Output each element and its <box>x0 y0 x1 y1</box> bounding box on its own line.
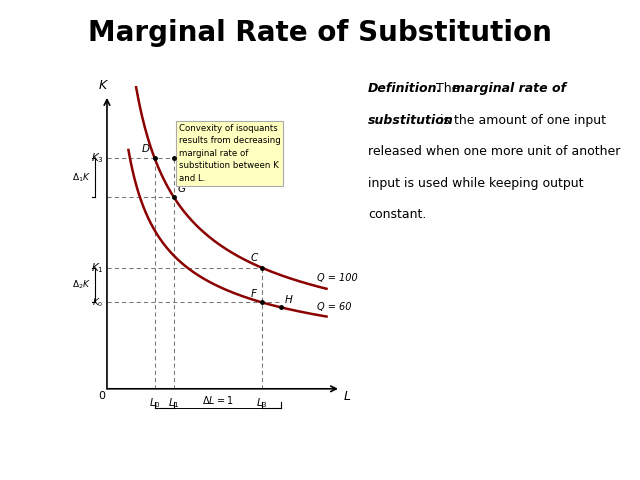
Text: $F$: $F$ <box>250 287 259 299</box>
Text: $C$: $C$ <box>250 251 259 263</box>
Text: Q = 60: Q = 60 <box>317 302 351 312</box>
Text: The: The <box>428 82 463 95</box>
Text: $K_3$: $K_3$ <box>90 152 104 165</box>
Text: substitution: substitution <box>368 114 454 127</box>
Text: $L_0$: $L_0$ <box>148 396 161 410</box>
Text: $L_3$: $L_3$ <box>256 396 268 410</box>
Text: Q = 100: Q = 100 <box>317 274 358 283</box>
Text: marginal rate of: marginal rate of <box>452 82 566 95</box>
Text: $K_0$: $K_0$ <box>92 296 104 309</box>
Text: constant.: constant. <box>368 208 426 221</box>
Text: released when one more unit of another: released when one more unit of another <box>368 145 620 158</box>
Text: $L$: $L$ <box>343 389 351 403</box>
Text: 0: 0 <box>99 391 106 401</box>
Text: input is used while keeping output: input is used while keeping output <box>368 177 584 190</box>
Text: $\Delta L = 1$: $\Delta L = 1$ <box>202 394 234 406</box>
Text: Marginal Rate of Substitution: Marginal Rate of Substitution <box>88 19 552 47</box>
Text: $K$: $K$ <box>98 79 109 92</box>
Text: $\Delta_2K$: $\Delta_2K$ <box>72 279 91 291</box>
Text: Definition.: Definition. <box>368 82 442 95</box>
Text: $D$: $D$ <box>141 142 150 154</box>
Text: $H$: $H$ <box>284 293 294 305</box>
Text: is the amount of one input: is the amount of one input <box>436 114 607 127</box>
Text: $A$: $A$ <box>177 142 186 154</box>
Text: $K_1$: $K_1$ <box>91 261 104 275</box>
Text: $\Delta_1K$: $\Delta_1K$ <box>72 171 91 184</box>
Text: $L_1$: $L_1$ <box>168 396 180 410</box>
Text: Convexity of isoquants
results from decreasing
marginal rate of
substitution bet: Convexity of isoquants results from decr… <box>179 124 280 183</box>
Text: $G$: $G$ <box>177 181 186 193</box>
